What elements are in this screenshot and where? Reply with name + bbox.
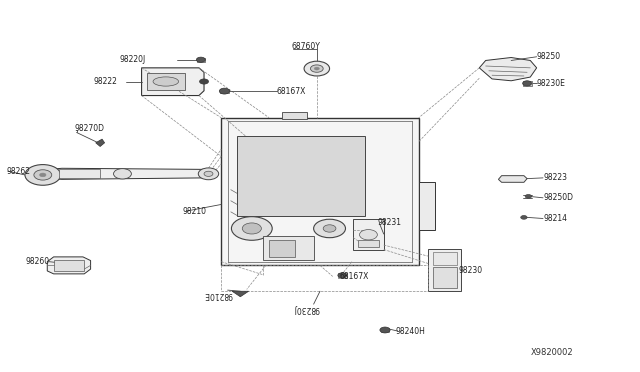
Circle shape [220, 88, 230, 94]
Circle shape [523, 81, 532, 86]
Bar [54, 260, 84, 271]
Text: 98231: 98231 [378, 218, 401, 227]
Text: 98230E: 98230E [537, 79, 566, 88]
Text: 98230J: 98230J [293, 304, 319, 314]
Bar [353, 219, 384, 250]
Text: 98220J: 98220J [119, 55, 145, 64]
Text: 98223: 98223 [543, 173, 567, 182]
Text: 98240H: 98240H [395, 327, 425, 336]
Bar [197, 58, 205, 62]
Circle shape [380, 327, 390, 333]
Bar [237, 136, 365, 215]
Circle shape [360, 230, 378, 240]
Text: 68760Y: 68760Y [291, 42, 320, 51]
Polygon shape [479, 58, 537, 81]
Bar [419, 182, 435, 230]
Circle shape [25, 164, 61, 185]
Bar [221, 118, 419, 265]
Circle shape [34, 170, 52, 180]
Circle shape [323, 225, 336, 232]
Polygon shape [47, 257, 91, 274]
Bar [433, 253, 457, 265]
Text: 98262: 98262 [6, 167, 31, 176]
Circle shape [196, 57, 205, 62]
Bar [59, 169, 100, 178]
Text: 98222: 98222 [94, 77, 118, 86]
Circle shape [338, 273, 347, 278]
Circle shape [314, 67, 319, 70]
Polygon shape [499, 176, 527, 182]
Circle shape [200, 79, 209, 84]
Ellipse shape [153, 77, 179, 86]
Polygon shape [40, 168, 217, 179]
Polygon shape [141, 68, 204, 96]
Bar [524, 81, 532, 86]
Circle shape [243, 223, 261, 234]
Circle shape [314, 219, 346, 238]
Circle shape [304, 61, 330, 76]
Bar [282, 112, 307, 119]
Polygon shape [232, 291, 248, 297]
Bar [220, 89, 229, 93]
Polygon shape [96, 139, 104, 147]
Text: 98214: 98214 [543, 214, 567, 223]
Bar [262, 236, 314, 260]
Text: 98250: 98250 [537, 52, 561, 61]
Bar [433, 267, 457, 288]
Bar [358, 240, 379, 247]
Circle shape [232, 217, 272, 240]
Text: X9820002: X9820002 [531, 349, 573, 357]
Text: 98210: 98210 [183, 206, 207, 216]
Text: 98210E: 98210E [204, 291, 233, 299]
Circle shape [198, 168, 219, 180]
Bar [339, 273, 347, 278]
Text: 68167X: 68167X [276, 87, 306, 96]
Text: 98260: 98260 [26, 257, 50, 266]
Circle shape [40, 173, 46, 177]
Bar [428, 249, 461, 291]
Text: 98250D: 98250D [543, 193, 573, 202]
Circle shape [310, 65, 323, 72]
Text: 68167X: 68167X [339, 272, 369, 280]
Circle shape [204, 171, 213, 176]
Circle shape [525, 195, 532, 198]
Bar [381, 328, 390, 332]
Circle shape [113, 169, 131, 179]
Bar [147, 73, 185, 90]
Text: 98230: 98230 [459, 266, 483, 275]
Text: 98270D: 98270D [75, 124, 105, 133]
Circle shape [521, 215, 527, 219]
Bar [269, 240, 294, 257]
